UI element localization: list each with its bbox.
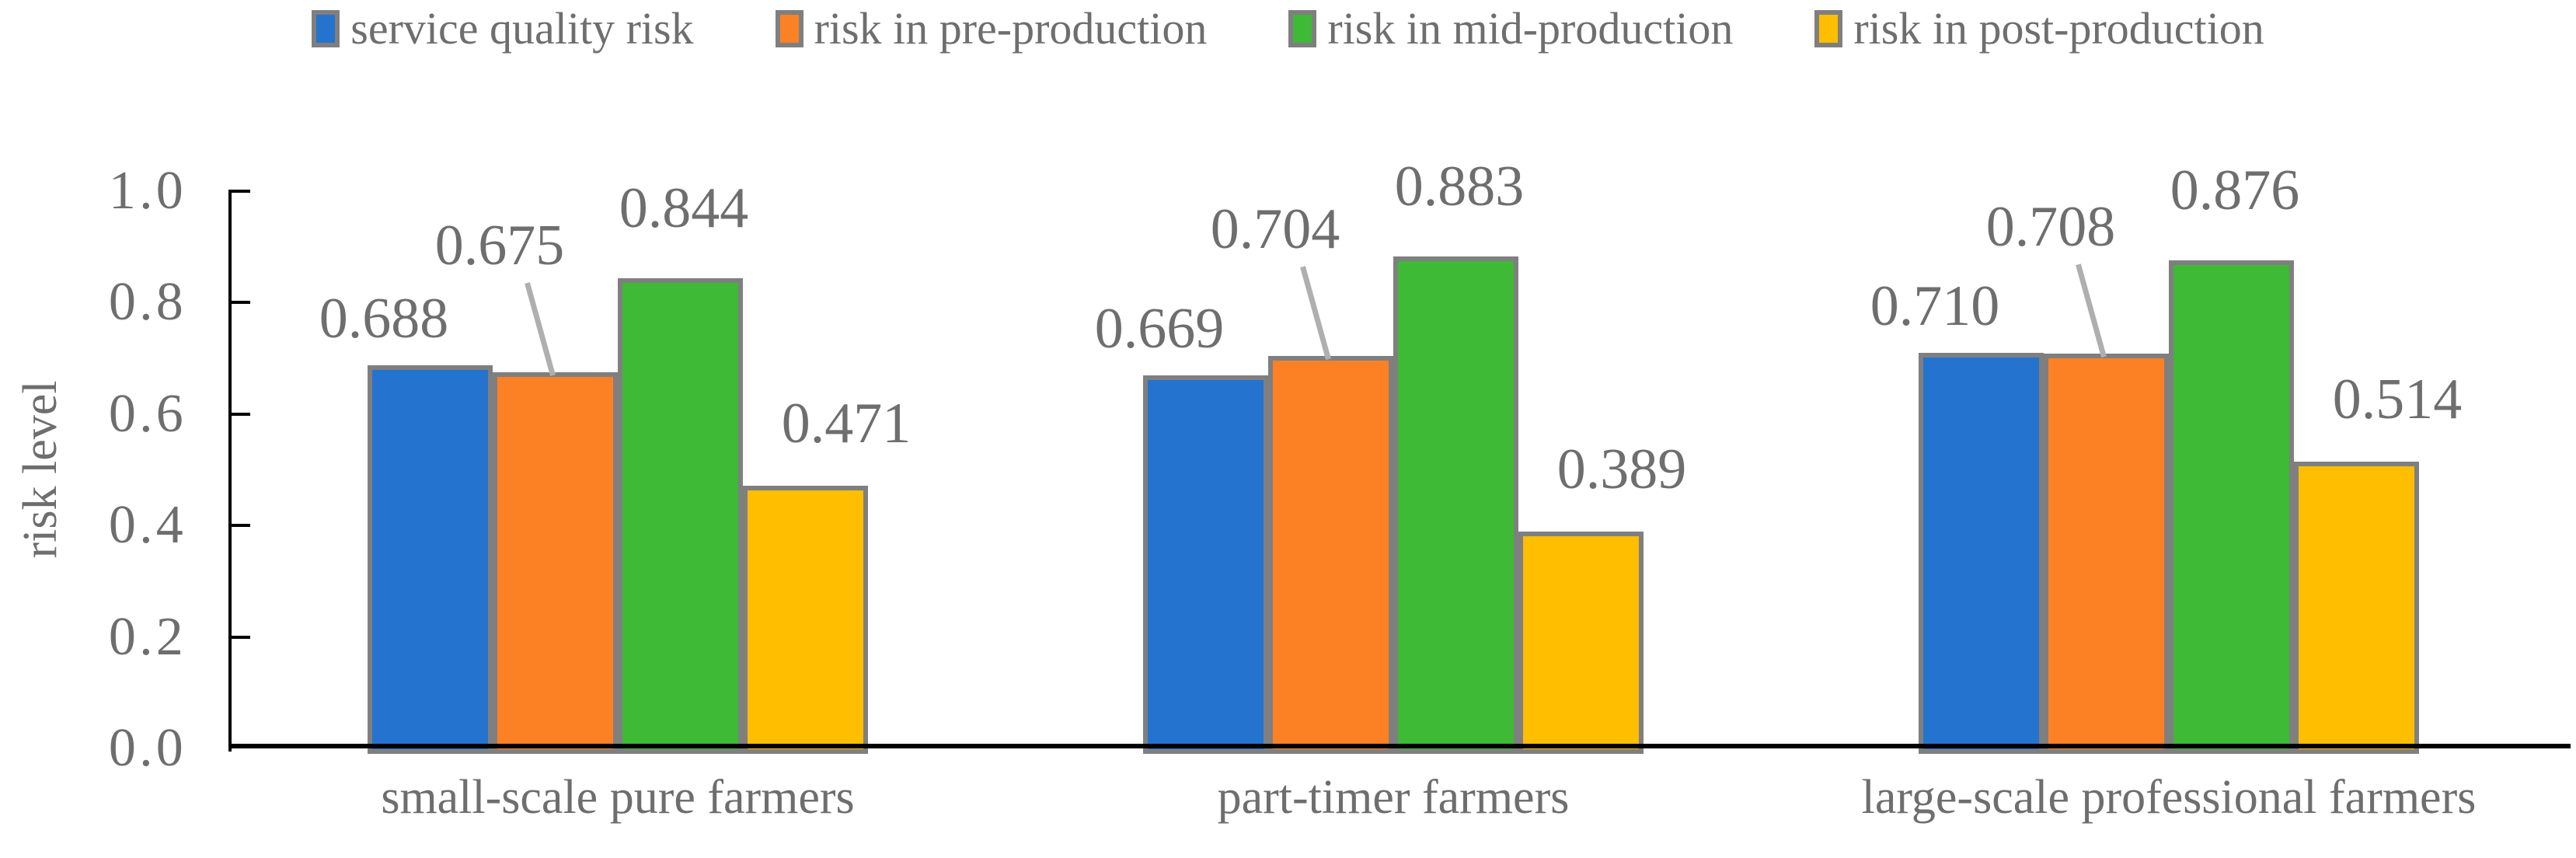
value-label: 0.883 [1394, 155, 1525, 218]
value-label: 0.876 [2170, 159, 2300, 222]
bar-small-scale-s1 [493, 372, 618, 754]
bar-small-scale-s2 [618, 278, 743, 754]
y-tick [230, 190, 250, 193]
x-category-label: small-scale pure farmers [381, 771, 855, 824]
legend-label: risk in pre-production [814, 3, 1208, 54]
y-axis-line [228, 190, 232, 752]
value-label: 0.704 [1210, 197, 1340, 261]
value-label: 0.844 [619, 176, 749, 240]
value-label: 0.708 [1985, 195, 2116, 259]
leader-line [1300, 266, 1331, 361]
value-label: 0.471 [781, 392, 912, 455]
legend-swatch-risk-in-mid-production [1288, 10, 1317, 47]
x-category-label: large-scale professional farmers [1861, 771, 2477, 824]
y-tick-label: 0.6 [108, 384, 186, 444]
legend-label: risk in mid-production [1327, 3, 1734, 54]
bar-large-scale-s3 [2294, 462, 2419, 754]
bar-part-timer-s3 [1518, 532, 1644, 754]
legend: service quality risk risk in pre-product… [0, 6, 2576, 51]
bar-part-timer-s1 [1268, 356, 1393, 754]
value-label: 0.514 [2332, 368, 2463, 431]
bar-small-scale-s0 [368, 365, 493, 754]
y-tick-label: 1.0 [108, 161, 186, 221]
y-tick-label: 0.2 [108, 607, 186, 667]
bar-small-scale-s3 [743, 486, 868, 754]
value-label: 0.688 [319, 287, 449, 351]
legend-item-risk-in-mid-production: risk in mid-production [1288, 6, 1733, 51]
x-axis-line [228, 744, 2571, 748]
legend-label: service quality risk [350, 3, 694, 54]
bar-part-timer-s2 [1393, 256, 1518, 754]
legend-item-service-quality-risk: service quality risk [312, 3, 694, 54]
y-tick-label: 0.0 [108, 718, 186, 778]
y-tick [230, 413, 250, 416]
y-tick [230, 524, 250, 527]
legend-swatch-risk-in-post-production [1814, 10, 1843, 47]
bar-large-scale-s1 [2044, 354, 2169, 754]
value-label: 0.710 [1870, 274, 2000, 338]
y-tick [230, 636, 250, 639]
y-tick [230, 301, 250, 304]
bar-large-scale-s2 [2169, 260, 2294, 754]
legend-item-risk-in-pre-production: risk in pre-production [775, 3, 1208, 54]
legend-swatch-service-quality-risk [312, 10, 340, 47]
bar-part-timer-s0 [1143, 375, 1268, 754]
y-tick-label: 0.8 [108, 272, 186, 332]
legend-item-risk-in-post-production: risk in post-production [1814, 6, 2264, 51]
x-category-label: part-timer farmers [1217, 771, 1570, 824]
legend-swatch-risk-in-pre-production [775, 10, 803, 47]
bar-large-scale-s0 [1919, 353, 2044, 754]
value-label: 0.389 [1556, 438, 1687, 501]
y-tick-label: 0.4 [108, 495, 186, 555]
value-label: 0.669 [1094, 297, 1225, 361]
value-label: 0.675 [434, 214, 565, 277]
leader-line [2076, 263, 2107, 358]
legend-label: risk in post-production [1853, 3, 2264, 54]
leader-line [525, 282, 556, 376]
